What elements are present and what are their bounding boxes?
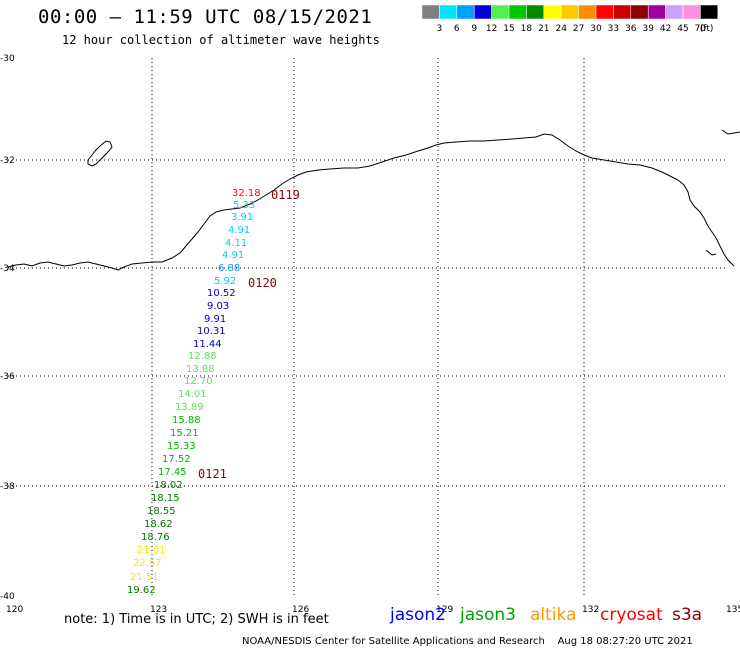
satellite-legend-jason2: jason2 bbox=[390, 605, 446, 625]
wave-height-label: 5.33 bbox=[233, 200, 255, 211]
lon-tick-label: 132 bbox=[582, 605, 599, 615]
wave-height-label: 13.89 bbox=[175, 402, 204, 413]
legend-label: 12 bbox=[486, 24, 497, 34]
wave-height-label: 22.57 bbox=[133, 558, 162, 569]
legend-label: 30 bbox=[590, 24, 602, 34]
wave-height-label: 14.01 bbox=[178, 389, 207, 400]
satellite-legend-jason3: jason3 bbox=[460, 605, 516, 625]
cape-outline bbox=[705, 249, 717, 256]
wave-height-label: 17.45 bbox=[158, 467, 187, 478]
wave-height-label: 11.44 bbox=[193, 339, 222, 350]
wave-height-label: 18.55 bbox=[147, 506, 176, 517]
page-title: 00:00 – 11:59 UTC 08/15/2021 bbox=[38, 6, 373, 28]
wave-height-label: 12.70 bbox=[184, 376, 213, 387]
legend-label: 27 bbox=[573, 24, 584, 34]
wave-height-label: 18.76 bbox=[141, 532, 170, 543]
lon-tick-label: 129 bbox=[436, 605, 453, 615]
wave-height-label: 18.62 bbox=[144, 519, 173, 530]
lon-tick-label: 126 bbox=[292, 605, 309, 615]
lat-tick-label: -34 bbox=[0, 264, 15, 274]
lon-tick-label: 120 bbox=[6, 605, 23, 615]
wave-height-label: 9.03 bbox=[207, 301, 229, 312]
wave-height-label: 4.11 bbox=[225, 238, 247, 249]
wave-height-label: 9.91 bbox=[204, 314, 226, 325]
legend-units: (ft) bbox=[700, 24, 714, 34]
satellite-legend-cryosat: cryosat bbox=[600, 605, 663, 625]
wave-height-label: 19.62 bbox=[127, 585, 156, 596]
wave-height-label: 32.18 bbox=[232, 188, 261, 199]
wave-height-label: 4.91 bbox=[222, 250, 244, 261]
lat-tick-label: -30 bbox=[0, 54, 15, 64]
legend-label: 3 bbox=[437, 24, 443, 34]
lon-tick-label: 123 bbox=[150, 605, 167, 615]
lat-tick-label: -32 bbox=[0, 156, 15, 166]
wave-height-label: 3.91 bbox=[231, 212, 253, 223]
legend-label: 21 bbox=[538, 24, 549, 34]
page-subtitle: 12 hour collection of altimeter wave hei… bbox=[62, 33, 380, 47]
wave-height-label: 18.15 bbox=[151, 493, 180, 504]
island-outline bbox=[87, 140, 113, 167]
lat-tick-label: -38 bbox=[0, 482, 15, 492]
wave-height-label: 17.52 bbox=[162, 454, 191, 465]
wave-height-label: 12.88 bbox=[188, 351, 217, 362]
lat-tick-label: -36 bbox=[0, 372, 15, 382]
legend-label: 24 bbox=[555, 24, 567, 34]
legend-swatch bbox=[700, 4, 719, 20]
legend-label: 36 bbox=[625, 24, 637, 34]
legend-label: 42 bbox=[660, 24, 671, 34]
wave-height-label: 5.92 bbox=[214, 276, 236, 287]
wave-height-label: 13.88 bbox=[186, 364, 215, 375]
coastline-australia bbox=[7, 133, 735, 271]
satellite-legend-s3a: s3a bbox=[672, 605, 703, 625]
wave-height-label: 4.91 bbox=[228, 225, 250, 236]
pass-time-label: 0120 bbox=[248, 276, 277, 290]
legend-label: 6 bbox=[454, 24, 460, 34]
pass-time-label: 0119 bbox=[271, 188, 300, 202]
lon-tick-label: 135 bbox=[726, 605, 740, 615]
lat-tick-label: -40 bbox=[0, 592, 15, 602]
wave-height-label: 21.51 bbox=[130, 572, 159, 583]
wave-height-label: 15.33 bbox=[167, 441, 196, 452]
wave-height-label: 6.88 bbox=[218, 263, 240, 274]
wave-height-label: 18.02 bbox=[154, 480, 183, 491]
legend-label: 15 bbox=[503, 24, 514, 34]
wave-height-label: 10.52 bbox=[207, 288, 236, 299]
satellite-legend-altika: altika bbox=[530, 605, 577, 625]
legend-label: 39 bbox=[642, 24, 654, 34]
footer-credit: NOAA/NESDIS Center for Satellite Applica… bbox=[242, 636, 693, 647]
legend-label: 45 bbox=[677, 24, 688, 34]
wave-height-label: 15.21 bbox=[170, 428, 199, 439]
legend-label: 33 bbox=[608, 24, 619, 34]
map-grid bbox=[8, 58, 728, 596]
coastline-right-edge bbox=[721, 129, 740, 135]
wave-height-label: 10.31 bbox=[197, 326, 226, 337]
legend-label: 70 bbox=[695, 24, 707, 34]
wave-height-label: 21.01 bbox=[137, 545, 166, 556]
footer-note: note: 1) Time is in UTC; 2) SWH is in fe… bbox=[64, 612, 329, 627]
wave-height-label: 15.88 bbox=[172, 415, 201, 426]
legend-label: 9 bbox=[471, 24, 477, 34]
color-legend: 3 6 9 12 15 18 21 24 27 30 33 36 39 42 45 70(ft) bbox=[421, 4, 719, 34]
legend-label: 18 bbox=[521, 24, 533, 34]
pass-time-label: 0121 bbox=[198, 467, 227, 481]
